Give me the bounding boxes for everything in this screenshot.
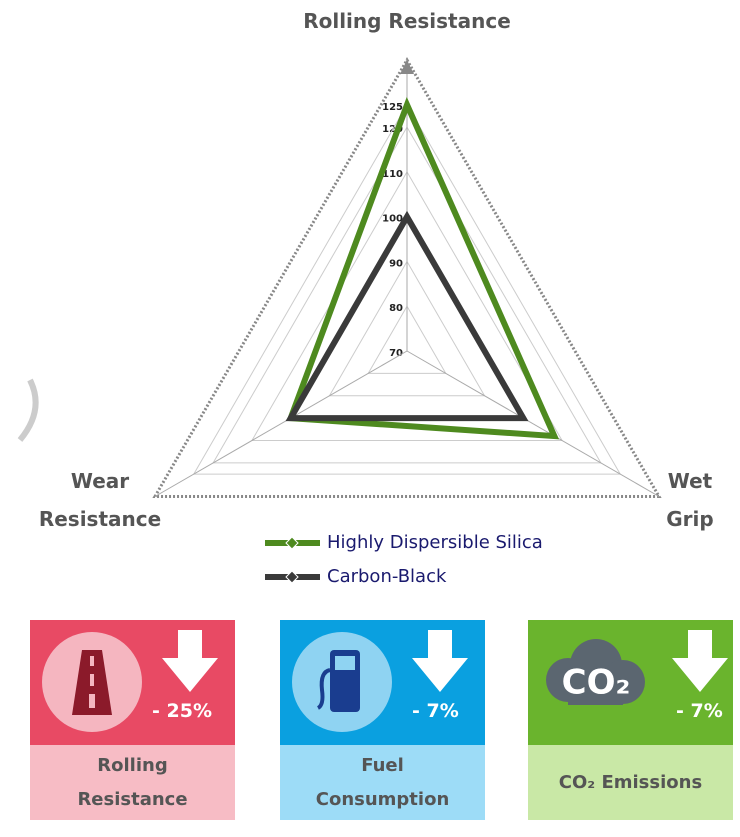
change: - 7% <box>412 700 459 722</box>
legend-marker <box>285 536 299 550</box>
card-label: Fuel Consumption <box>280 745 485 820</box>
change: - 25% <box>152 700 212 722</box>
legend-label: Highly Dispersible Silica <box>327 532 543 553</box>
icon: CO₂ <box>546 630 728 705</box>
spoke <box>406 350 660 497</box>
grid-line <box>367 305 447 374</box>
r-tick-label: 80 <box>389 303 403 314</box>
r-tick-label: 70 <box>389 348 403 359</box>
axis-arrow <box>400 60 414 74</box>
r-tick-label: 90 <box>389 258 403 269</box>
r-tick-label: 100 <box>382 214 403 225</box>
r-tick-label: 125 <box>382 102 403 113</box>
card: CO₂ - 7% CO₂ Emissions <box>528 620 733 820</box>
grid-line <box>212 126 602 464</box>
icon-text: CO₂ <box>562 663 631 703</box>
card: - 7% Fuel Consumption <box>280 620 485 820</box>
spoke <box>154 350 408 497</box>
card: - 25% Rolling Resistance <box>30 620 235 820</box>
axis-label: Rolling Resistance <box>303 9 511 33</box>
decoration <box>17 378 39 442</box>
axis-label: Wear Resistance <box>38 469 162 531</box>
legend-label: Carbon-Black <box>327 566 447 587</box>
outer-frame <box>152 56 662 498</box>
series-line <box>285 210 529 422</box>
series-line <box>286 96 560 440</box>
change: - 7% <box>676 700 723 722</box>
card-label: CO₂ Emissions <box>528 745 733 820</box>
grid-line <box>192 103 622 475</box>
icon <box>292 630 468 732</box>
grid-line <box>328 260 486 397</box>
legend-marker <box>285 570 299 584</box>
card-label: Rolling Resistance <box>30 745 235 820</box>
axis-label: Wet Grip <box>666 469 714 531</box>
icon <box>42 630 218 732</box>
r-tick-label: 110 <box>382 169 403 180</box>
